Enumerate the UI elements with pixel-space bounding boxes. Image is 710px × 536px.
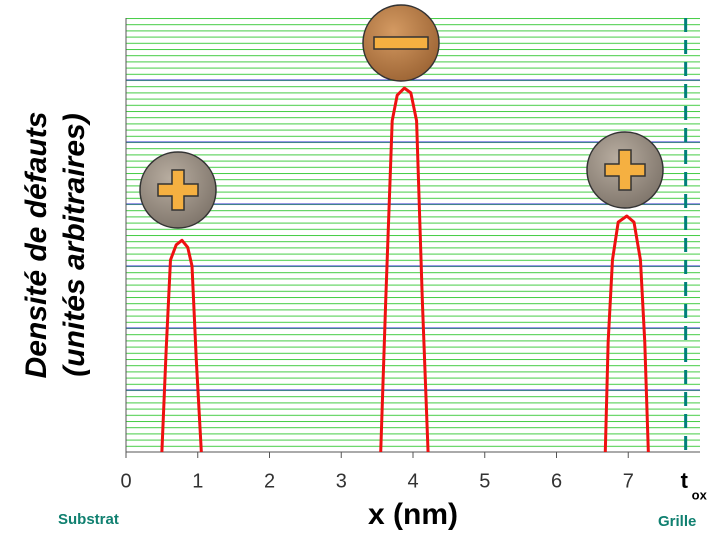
x-axis-title: x (nm): [368, 498, 458, 531]
tox-label: t: [681, 468, 689, 493]
charge-icon: [586, 131, 664, 209]
x-tick-label: 3: [336, 470, 347, 492]
x-tick-label: 0: [120, 470, 131, 492]
x-tick-label: 1: [192, 470, 203, 492]
x-tick-label: 5: [479, 470, 490, 492]
x-tick-label: 4: [407, 470, 418, 492]
x-tick-label: 7: [623, 470, 634, 492]
minor-grid: [126, 18, 700, 452]
charge-icon: [139, 151, 217, 229]
density-curve: [160, 238, 203, 453]
y-axis-title: Densité de défauts: [20, 112, 53, 379]
x-tick-label: 2: [264, 470, 275, 492]
density-curve: [603, 214, 650, 453]
substrate-label: Substrat: [58, 511, 119, 528]
gate-label: Grille: [658, 513, 696, 530]
charge-icon: [362, 4, 440, 82]
density-curve: [379, 86, 430, 453]
tox-subscript: ox: [692, 487, 708, 502]
x-tick-label: 6: [551, 470, 562, 492]
y-axis-title: (unités arbitraires): [58, 113, 91, 376]
